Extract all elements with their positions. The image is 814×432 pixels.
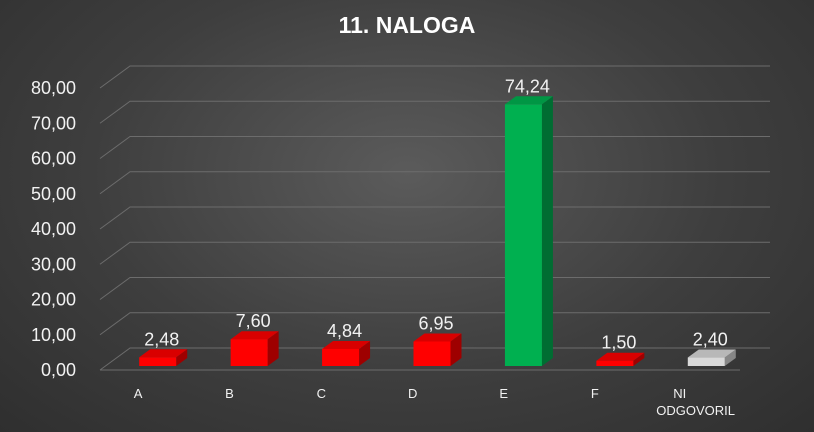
bar-top (687, 349, 736, 358)
y-tick-label: 70,00 (31, 113, 76, 133)
bar-front (139, 357, 177, 366)
x-tick-label: E (499, 386, 508, 401)
bar-top (230, 331, 279, 340)
chart-title: 11. NALOGA (339, 12, 476, 38)
data-labels: 2,48 7,60 4,84 6,95 74,24 1,50 2,40 (144, 76, 728, 352)
x-tick-label: A (134, 386, 143, 401)
y-tick-label: 0,00 (41, 360, 76, 380)
bar-side (176, 349, 188, 366)
bar-front (322, 348, 360, 366)
x-axis-ticks: A B C D E F NI ODGOVORIL (134, 386, 735, 418)
y-tick-label: 20,00 (31, 290, 76, 310)
y-tick-label: 30,00 (31, 254, 76, 274)
y-tick-label: 50,00 (31, 184, 76, 204)
bar (322, 340, 371, 366)
bar-side (359, 340, 371, 366)
x-tick-label: C (317, 386, 326, 401)
bar (687, 349, 736, 366)
gridline (99, 277, 770, 300)
y-tick-label: 80,00 (31, 78, 76, 98)
bar (504, 96, 553, 366)
bar (596, 352, 645, 366)
bar-side (267, 331, 279, 366)
x-tick-label: F (591, 386, 599, 401)
data-label: 1,50 (601, 333, 636, 353)
gridlines (99, 65, 770, 371)
bar-top (139, 349, 188, 358)
bar-top (322, 340, 371, 349)
data-label: 7,60 (236, 311, 271, 331)
bar-side (633, 352, 645, 366)
gridline (99, 136, 770, 159)
y-tick-label: 40,00 (31, 219, 76, 239)
gridline (99, 241, 770, 265)
x-tick-label: NI ODGOVORIL (656, 386, 735, 418)
bar-top (413, 333, 462, 342)
y-tick-label: 60,00 (31, 149, 76, 169)
data-label: 6,95 (418, 314, 453, 334)
x-tick-label: B (225, 386, 234, 401)
bar-top (504, 96, 553, 105)
bar (139, 349, 188, 366)
y-axis-ticks: 0,00 10,00 20,00 30,00 40,00 50,00 60,00 70,00 8… (31, 78, 76, 380)
bar-front (504, 104, 542, 366)
bar-front (687, 357, 725, 366)
bar (230, 331, 279, 366)
gridline (99, 65, 770, 89)
y-tick-label: 10,00 (31, 325, 76, 345)
gridline (99, 206, 770, 230)
data-label: 2,40 (693, 330, 728, 350)
bar-top (596, 352, 645, 361)
bar-side (541, 96, 553, 366)
bar-side (450, 333, 462, 366)
gridline (99, 347, 770, 371)
bar (413, 333, 462, 366)
data-label: 2,48 (144, 329, 179, 349)
x-tick-label: D (408, 386, 417, 401)
gridline (99, 312, 770, 336)
data-label: 74,24 (505, 76, 550, 96)
bars (139, 96, 736, 366)
bar-side (724, 349, 736, 366)
bar-front (230, 339, 268, 366)
bar-front (413, 341, 451, 366)
bar-front (596, 360, 634, 366)
gridline (99, 171, 770, 195)
data-label: 4,84 (327, 321, 362, 341)
gridline (99, 100, 770, 124)
